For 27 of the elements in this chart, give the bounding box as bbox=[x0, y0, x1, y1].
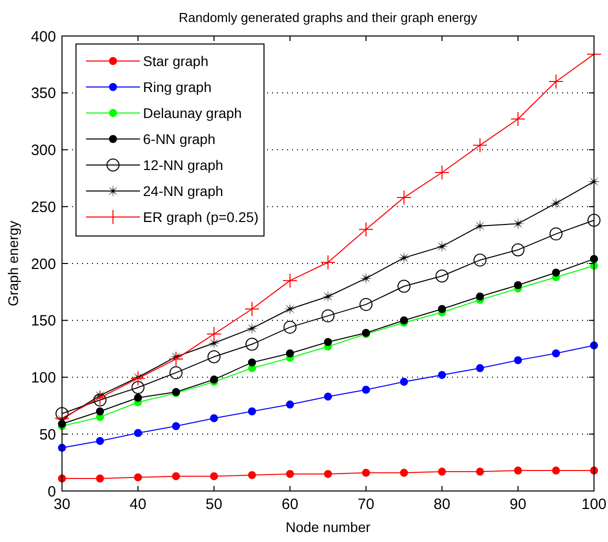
legend-label: ER graph (p=0.25) bbox=[143, 208, 259, 225]
legend-label: 12-NN graph bbox=[143, 156, 224, 173]
x-axis-title: Node number bbox=[286, 519, 371, 535]
y-tick-label: 250 bbox=[30, 198, 56, 216]
x-tick-label: 100 bbox=[581, 496, 607, 513]
y-tick-label: 400 bbox=[30, 28, 56, 46]
x-tick-label: 60 bbox=[282, 496, 298, 513]
x-tick-label: 50 bbox=[206, 496, 222, 513]
y-tick-label: 300 bbox=[30, 142, 56, 159]
legend-label: Delaunay graph bbox=[143, 104, 242, 121]
y-tick-label: 350 bbox=[30, 85, 56, 102]
y-tick-label: 100 bbox=[30, 370, 56, 386]
legend-label: 24-NN graph bbox=[143, 182, 224, 199]
legend-label: 6-NN graph bbox=[143, 130, 216, 147]
y-tick-label: 0 bbox=[48, 483, 56, 500]
x-tick-label: 80 bbox=[434, 496, 450, 513]
legend-label: Ring graph bbox=[143, 78, 212, 95]
y-tick-label: 200 bbox=[30, 256, 56, 273]
x-tick-label: 90 bbox=[510, 496, 526, 513]
y-axis-title: Graph energy bbox=[5, 220, 21, 306]
x-tick-label: 30 bbox=[54, 496, 70, 513]
legend-label: Star graph bbox=[143, 52, 208, 69]
y-tick-label: 50 bbox=[39, 426, 56, 444]
x-tick-label: 70 bbox=[358, 496, 374, 513]
x-tick-label: 40 bbox=[130, 496, 146, 513]
y-tick-label: 150 bbox=[30, 312, 56, 330]
chart-title: Randomly generated graphs and their graph energy bbox=[178, 10, 478, 25]
